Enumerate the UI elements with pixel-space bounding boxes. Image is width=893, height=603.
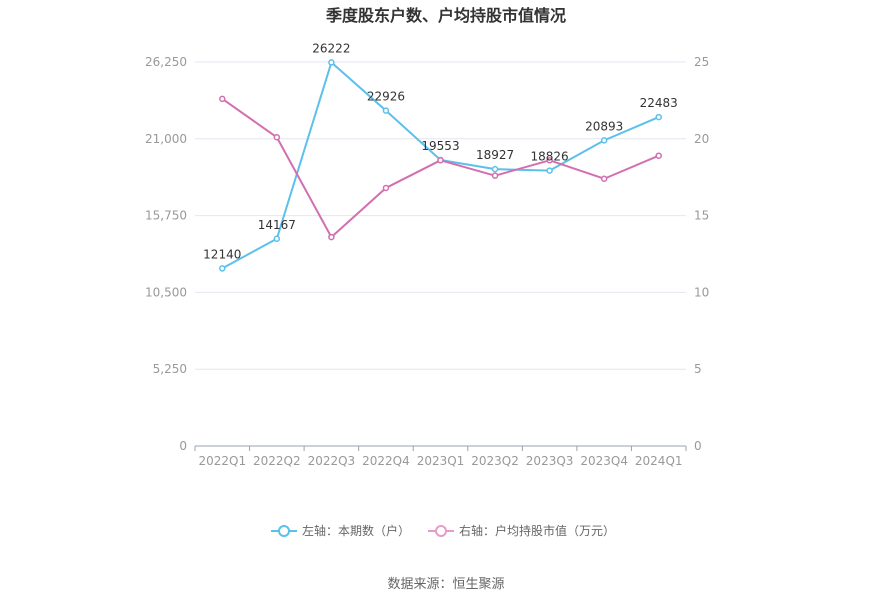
data-labels: 12140 14167 26222 22926 19553 18927 18826 20893…	[203, 41, 678, 261]
x-tick-label: 2023Q4	[580, 454, 628, 468]
data-label: 18826	[531, 150, 569, 164]
y-left-tick-label: 21,000	[145, 132, 187, 146]
x-tick-label: 2023Q2	[471, 454, 519, 468]
series-line-left	[221, 61, 660, 270]
legend-item-left[interactable]: 左轴：本期数（户）	[271, 523, 410, 538]
axes: 0 0 5,250 5 10,500 10 15,750 15 21,000 20 26,250 25…	[145, 55, 709, 468]
data-label: 14167	[258, 218, 296, 232]
series-point-left[interactable]	[655, 113, 662, 121]
x-tick-label: 2022Q2	[253, 454, 301, 468]
source-note: 数据来源：恒生聚源	[387, 577, 504, 592]
data-label: 20893	[585, 119, 623, 133]
legend[interactable]: 左轴：本期数（户） 右轴：户均持股市值（万元）	[271, 523, 615, 538]
y-right-tick-label: 15	[694, 209, 709, 223]
y-right-tick-label: 25	[694, 55, 709, 69]
series-layer	[219, 59, 662, 272]
series-point-right[interactable]	[273, 134, 281, 141]
data-label: 18927	[476, 148, 514, 162]
y-left-tick-label: 0	[179, 439, 187, 453]
series-point-right[interactable]	[491, 172, 499, 179]
y-right-tick-label: 10	[694, 285, 709, 299]
y-left-tick-label: 15,750	[145, 209, 187, 223]
series-point-right[interactable]	[655, 152, 662, 159]
y-right-tick-label: 20	[694, 132, 709, 146]
series-point-right[interactable]	[600, 175, 608, 182]
legend-marker-left	[278, 525, 290, 537]
series-point-left[interactable]	[219, 265, 226, 272]
series-point-left[interactable]	[600, 137, 608, 144]
legend-label-right: 右轴：户均持股市值（万元）	[459, 523, 615, 538]
series-point-right[interactable]	[382, 184, 390, 192]
series-point-right[interactable]	[546, 157, 553, 164]
series-point-left[interactable]	[546, 167, 553, 174]
legend-label-left: 左轴：本期数（户）	[302, 523, 410, 538]
x-tick-label: 2024Q1	[635, 454, 683, 468]
chart-title: 季度股东户数、户均持股市值情况	[325, 6, 566, 25]
x-tick-label: 2022Q4	[362, 454, 410, 468]
data-label: 19553	[421, 139, 459, 153]
x-tick-label: 2023Q1	[417, 454, 465, 468]
grid-lines	[195, 61, 686, 370]
data-label: 12140	[203, 247, 241, 261]
data-label: 22483	[640, 96, 678, 110]
y-left-tick-label: 26,250	[145, 55, 187, 69]
data-label: 22926	[367, 90, 405, 104]
data-label: 26222	[312, 41, 350, 55]
y-right-tick-label: 5	[694, 362, 702, 376]
series-point-right[interactable]	[437, 157, 444, 164]
x-tick-label: 2023Q3	[526, 454, 574, 468]
series-point-left[interactable]	[491, 165, 499, 173]
series-point-left[interactable]	[382, 107, 390, 114]
x-tick-label: 2022Q3	[308, 454, 356, 468]
x-tick-label: 2022Q1	[198, 454, 246, 468]
series-point-right[interactable]	[328, 233, 335, 241]
legend-marker-right	[435, 525, 447, 537]
legend-item-right[interactable]: 右轴：户均持股市值（万元）	[428, 523, 615, 538]
y-left-tick-label: 5,250	[153, 362, 187, 376]
y-left-tick-label: 10,500	[145, 285, 187, 299]
series-point-left[interactable]	[273, 235, 281, 243]
y-right-tick-label: 0	[694, 439, 702, 453]
series-point-right[interactable]	[219, 95, 226, 103]
series-point-left[interactable]	[328, 59, 335, 66]
